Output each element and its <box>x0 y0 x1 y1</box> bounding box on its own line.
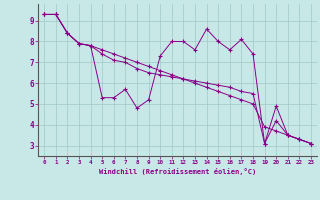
X-axis label: Windchill (Refroidissement éolien,°C): Windchill (Refroidissement éolien,°C) <box>99 168 256 175</box>
